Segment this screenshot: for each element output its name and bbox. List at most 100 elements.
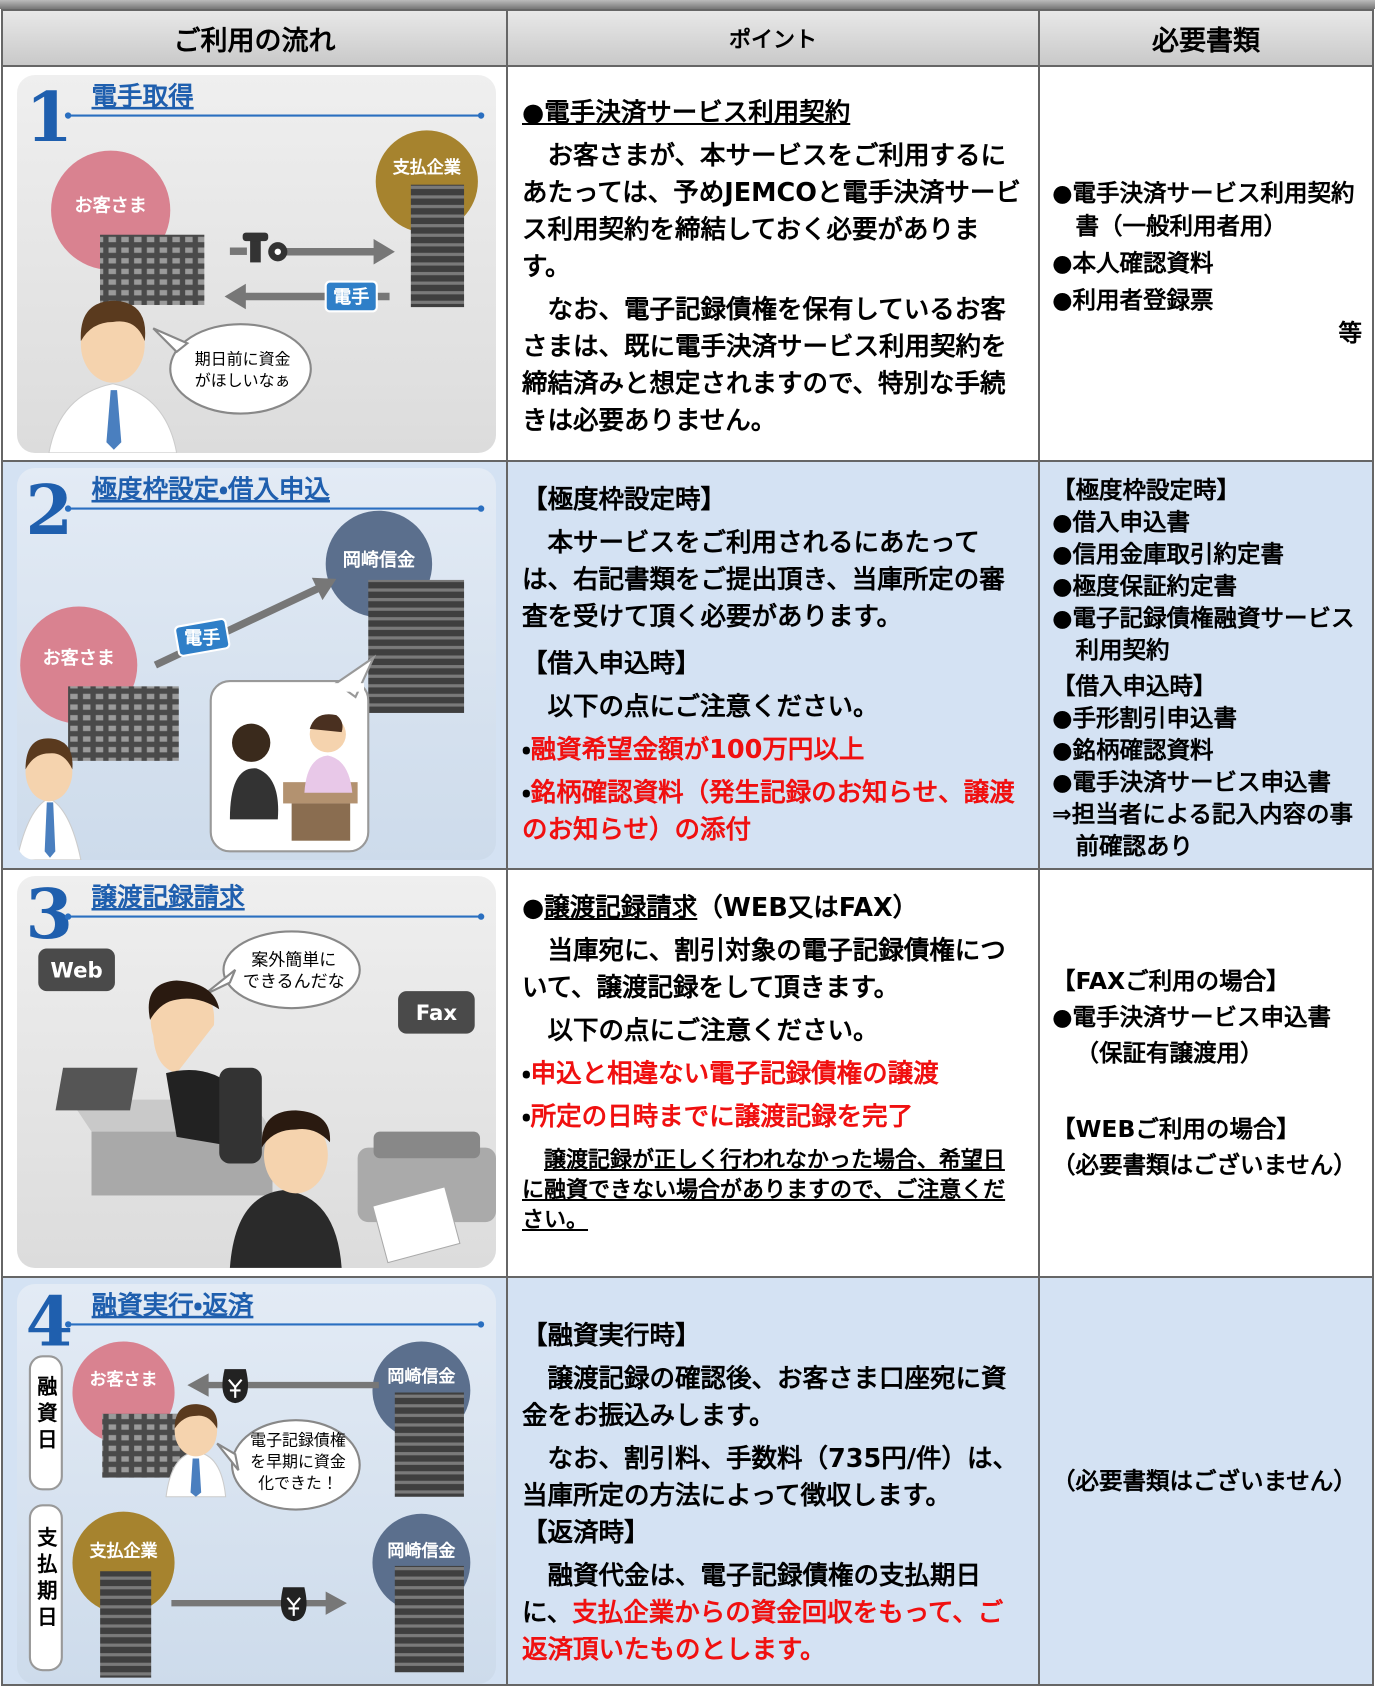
illustration-shape	[250, 236, 261, 263]
illustration-shape	[325, 1591, 347, 1615]
step-title: 譲渡記録請求	[92, 883, 246, 913]
bullet: ・	[522, 1102, 531, 1132]
illustration-shape	[100, 1571, 152, 1678]
step-row: 4 融資実行・返済 融資日 お客さま 岡崎信金 電子記録債権 を早期に資金 化で…	[1, 1276, 1374, 1686]
illustration-shape	[28, 1355, 63, 1491]
illustration-shape	[55, 1067, 138, 1111]
point-emphasis: 支払企業からの資金回収をもって、ご返済頂いたものとします。	[522, 1598, 1004, 1665]
document-item: ●手形割引申込書	[1052, 704, 1238, 732]
illustration-shape	[80, 300, 146, 342]
bullet: ・	[522, 735, 531, 765]
document-heading: 【FAXご利用の場合】	[1052, 967, 1290, 995]
illustration-shape	[242, 232, 269, 242]
illustration-shape	[64, 505, 72, 512]
point-heading-link: 譲渡記録請求	[544, 893, 698, 923]
step-number: 3	[26, 876, 73, 955]
illustration-shape	[100, 234, 205, 305]
flow-table: ご利用の流れ ポイント 必要書類 1 電手取得 お客さま 支払企業 電手 期日前…	[1, 9, 1374, 1686]
point-text: なお、電子記録債権を保有しているお客さまは、既に電手決済サービス利用契約を締結済…	[522, 295, 1007, 436]
illustration-shape	[65, 1321, 72, 1328]
date-label: 支払期日	[34, 1525, 58, 1633]
illustration-shape	[324, 280, 378, 313]
illustration-shape	[368, 579, 465, 713]
illustration-shape	[394, 1565, 464, 1673]
documents-cell: （必要書類はございません）	[1038, 1276, 1374, 1686]
illustration-shape	[410, 184, 465, 308]
illustration-shape	[150, 991, 215, 1074]
illustration-shape	[291, 803, 351, 841]
channel-label: Fax	[416, 1001, 458, 1026]
date-label: 融資日	[34, 1375, 58, 1455]
speech-text: 期日前に資金	[195, 350, 291, 369]
point-text: 本サービスをご利用されるにあたっては、右記書類をご提出頂き、当庫所定の審査を受け…	[522, 528, 1005, 632]
header-row: ご利用の流れ ポイント 必要書類	[1, 9, 1374, 67]
point-text: 以下の点にご注意ください。	[547, 1016, 879, 1046]
point-heading: ●電手決済サービス利用契約	[522, 98, 851, 128]
illustration-shape	[274, 248, 281, 255]
document-item: ●銘柄確認資料	[1052, 736, 1214, 764]
illustration-shape	[216, 1442, 240, 1471]
illustration-shape	[372, 1186, 461, 1264]
illustration-shape	[64, 913, 72, 920]
bullet: ・	[522, 1059, 531, 1089]
illustration-shape	[202, 968, 237, 997]
point-text: なお、割引料、手数料（735円/件）は、当庫所定の方法によって徴収します。	[522, 1444, 1019, 1511]
documents: 【極度枠設定時】 ●借入申込書 ●信用金庫取引約定書 ●極度保証約定書 ●電子記…	[1040, 462, 1372, 862]
flow-cell: 2 極度枠設定・借入申込 岡崎信金 電手 お客さま	[1, 460, 508, 870]
document-item: ●本人確認資料	[1052, 249, 1214, 277]
documents-cell: ●電手決済サービス利用契約書（一般利用者用） ●本人確認資料 ●利用者登録票 等	[1038, 65, 1374, 462]
document-item: ●電手決済サービス申込書	[1052, 768, 1332, 796]
node-label: 電手	[333, 286, 369, 308]
points-cell: 【融資実行時】 譲渡記録の確認後、お客さま口座宛に資金をお振込みします。 なお、…	[506, 1276, 1040, 1686]
illustration-shape	[477, 112, 485, 119]
document-item: （必要書類はございません）	[1052, 1466, 1357, 1495]
speech-text: できるんだな	[243, 972, 345, 992]
illustration-shape	[106, 390, 122, 450]
document-item: ●借入申込書	[1052, 508, 1191, 536]
illustration: 3 譲渡記録請求 Web Fax 案外簡単に できるんだな	[26, 876, 496, 1268]
illustration-shape	[373, 1131, 481, 1159]
flow-cell: 4 融資実行・返済 融資日 お客さま 岡崎信金 電子記録債権 を早期に資金 化で…	[1, 1276, 508, 1686]
document-item: ●極度保証約定書	[1052, 572, 1238, 600]
illustration-shape	[174, 617, 231, 657]
point-heading: 【極度枠設定時】	[522, 485, 727, 515]
step-title: 融資実行・返済	[92, 1291, 254, 1321]
point-item: ・申込と相違ない電子記録債権の譲渡	[522, 1056, 1026, 1093]
illustration-shape	[187, 1373, 209, 1397]
step-number: 1	[26, 78, 73, 158]
top-bar	[0, 0, 1375, 9]
point-heading: ●譲渡記録請求（WEB又はFAX）	[522, 890, 1026, 927]
illustration: 2 極度枠設定・借入申込 岡崎信金 電手 お客さま	[17, 471, 485, 860]
point-note: 譲渡記録が正しく行われなかった場合、希望日に融資できない場合がありますので、ご注…	[522, 1148, 1006, 1233]
point-heading: 【借入申込時】	[522, 649, 701, 679]
node-label: 電手	[184, 627, 220, 649]
document-heading: 【WEBご利用の場合】	[1052, 1115, 1300, 1143]
illustration-shape	[148, 980, 220, 1020]
node-label: お客さま	[89, 1369, 157, 1390]
illustration-panel: 1 電手取得 お客さま 支払企業 電手 期日前に資金 がほしいなぁ	[17, 75, 496, 453]
illustration-shape	[304, 755, 353, 793]
step-row: 3 譲渡記録請求 Web Fax 案外簡単に できるんだな ●譲渡記録請求（WE…	[1, 868, 1374, 1278]
speech-text: がほしいなぁ	[195, 371, 291, 390]
point-emphasis: 融資希望金額が100万円以上	[530, 735, 865, 765]
point-item: ・銘柄確認資料（発生記録のお知らせ、譲渡のお知らせ）の添付	[522, 775, 1026, 849]
illustration-shape	[373, 238, 395, 265]
illustration-shape	[102, 1413, 188, 1478]
documents: 【FAXご利用の場合】 ●電手決済サービス申込書（保証有譲渡用） 【WEBご利用…	[1040, 963, 1372, 1183]
step-title: 極度枠設定・借入申込	[92, 475, 331, 505]
illustration-shape	[169, 323, 312, 415]
flow-cell: 1 電手取得 お客さま 支払企業 電手 期日前に資金 がほしいなぁ	[1, 65, 508, 462]
document-item: ●電子記録債権融資サービス利用契約	[1052, 604, 1355, 664]
documents-cell: 【極度枠設定時】 ●借入申込書 ●信用金庫取引約定書 ●極度保証約定書 ●電子記…	[1038, 460, 1374, 870]
illustration-shape	[224, 283, 246, 310]
illustration-shape	[477, 1321, 485, 1328]
illustration-shape	[222, 930, 361, 1010]
point-text: 当庫宛に、割引対象の電子記録債権について、譲渡記録をして頂きます。	[522, 936, 1006, 1003]
bullet: ・	[522, 778, 531, 808]
illustration-shape	[38, 948, 115, 992]
illustration-shape	[64, 112, 72, 119]
header-cell: 必要書類	[1038, 9, 1374, 67]
node-label: 支払企業	[89, 1540, 158, 1561]
document-heading: 【借入申込時】	[1052, 672, 1217, 700]
